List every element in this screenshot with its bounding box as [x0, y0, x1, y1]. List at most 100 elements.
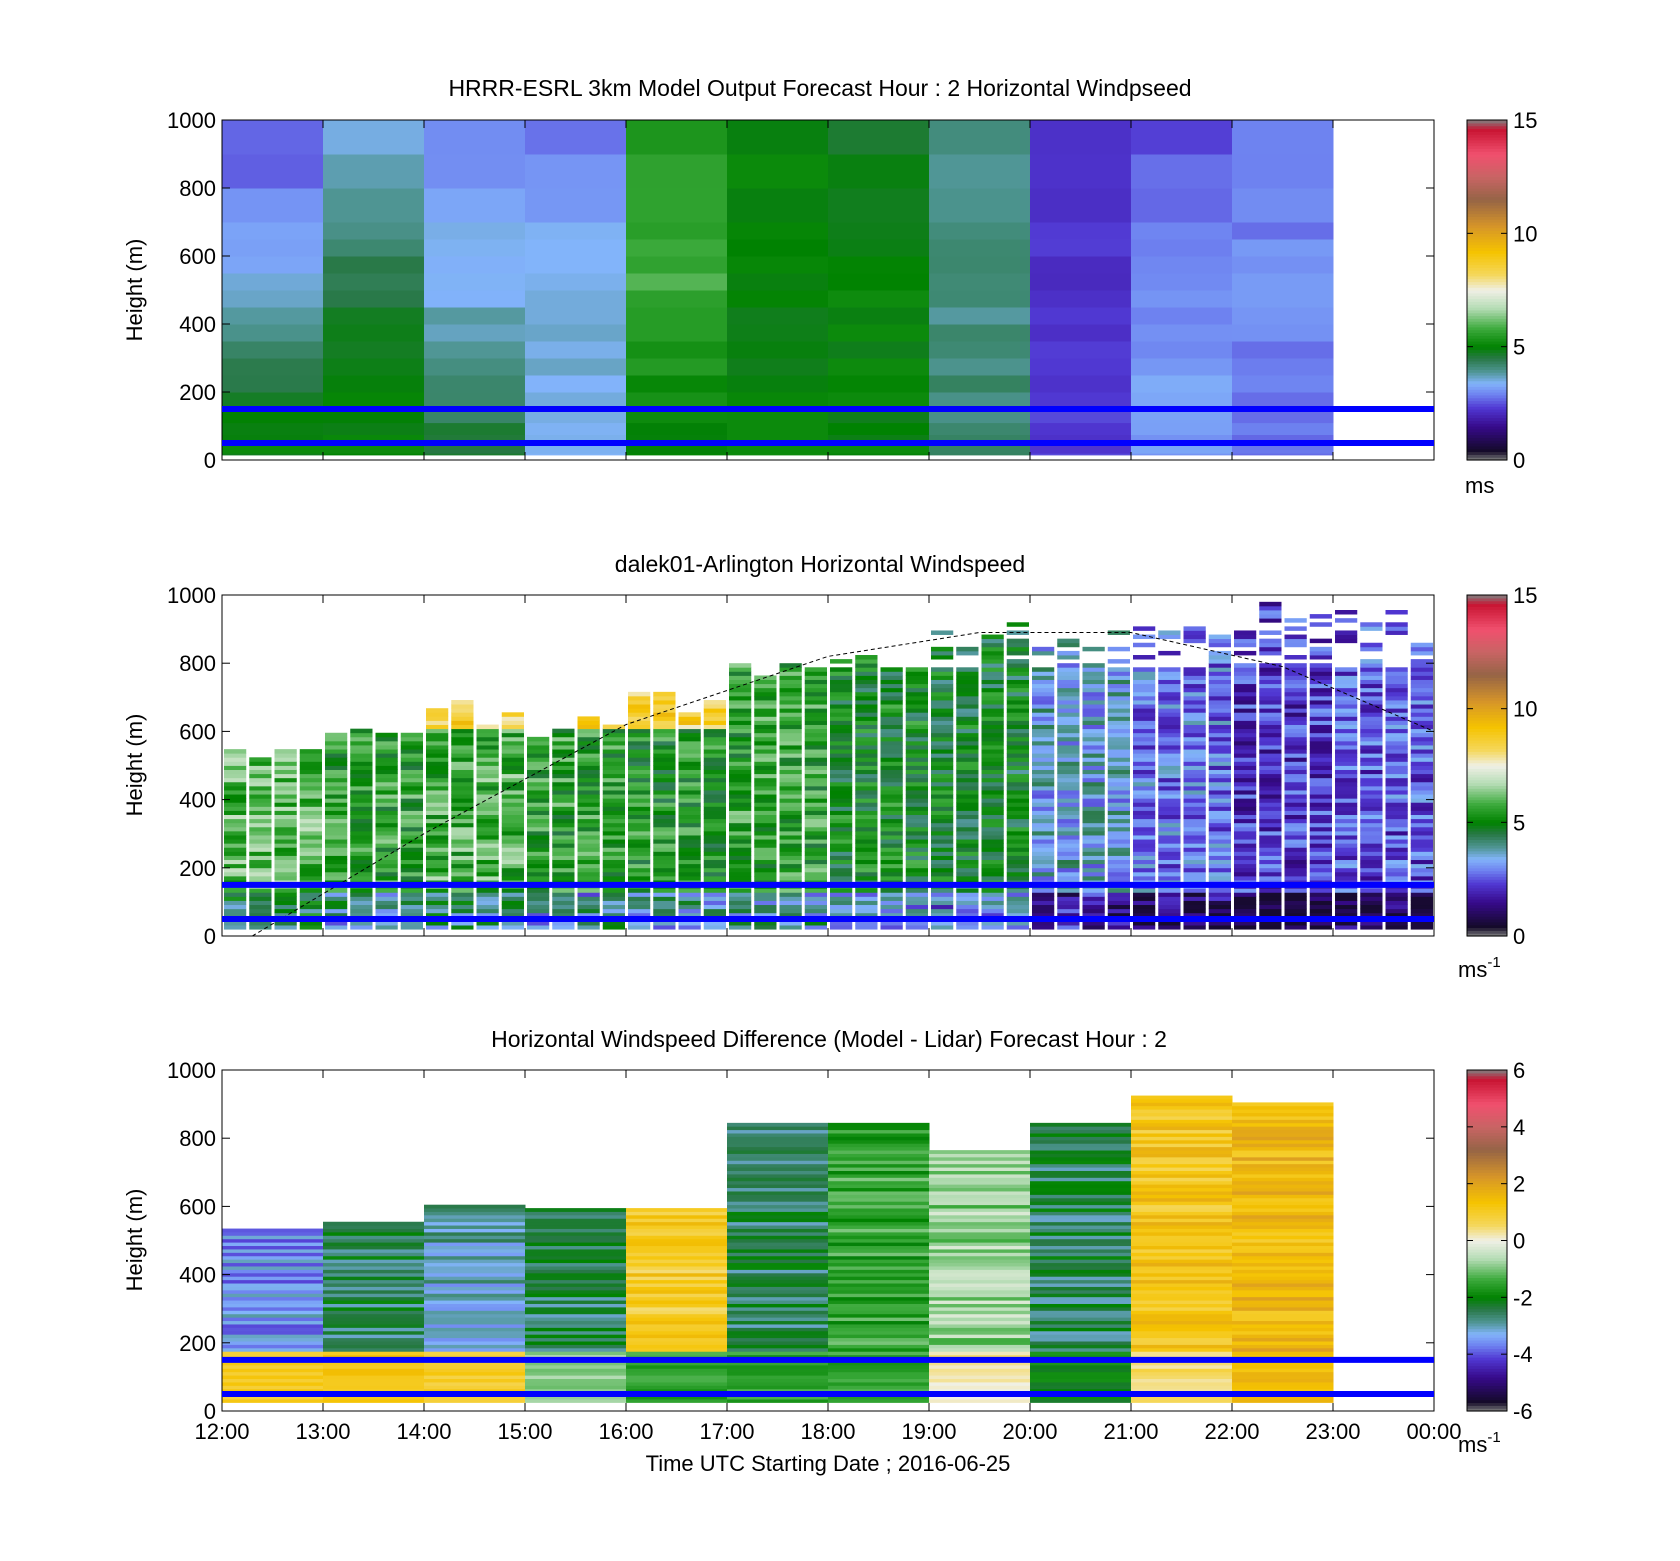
colorbar-segment — [1467, 1357, 1507, 1361]
lidar-cell — [779, 847, 802, 852]
lidar-cell — [653, 773, 676, 779]
lidar-cell — [1335, 773, 1358, 779]
difference-cell — [626, 1245, 728, 1250]
difference-cell — [222, 1320, 324, 1325]
lidar-cell — [224, 920, 247, 926]
lidar-cell — [754, 679, 777, 685]
lidar-cell — [1133, 667, 1156, 672]
lidar-cell — [1234, 896, 1257, 901]
lidar-cell — [754, 765, 777, 770]
lidar-cell — [451, 720, 474, 725]
difference-cell — [1131, 1330, 1233, 1335]
lidar-cell — [931, 785, 954, 791]
difference-cell — [1232, 1371, 1334, 1376]
lidar-cell — [1082, 859, 1105, 865]
lidar-cell — [956, 781, 979, 787]
lidar-cell — [880, 843, 903, 848]
lidar-cell — [1107, 749, 1130, 754]
colorbar-segment — [1467, 137, 1507, 141]
difference-cell — [424, 1344, 526, 1349]
difference-cell — [727, 1211, 829, 1216]
lidar-cell — [476, 925, 499, 930]
difference-cell — [727, 1218, 829, 1223]
colorbar-segment — [1467, 363, 1507, 368]
lidar-cell — [905, 826, 928, 832]
colorbar-segment — [1467, 640, 1507, 644]
lidar-cell — [400, 863, 423, 869]
model-cell — [424, 324, 526, 342]
lidar-cell — [1057, 867, 1080, 873]
lidar-cell — [855, 671, 878, 676]
difference-cell — [1232, 1337, 1334, 1342]
lidar-cell — [1284, 626, 1307, 631]
lidar-cell — [1183, 749, 1206, 754]
lidar-cell — [1360, 826, 1383, 832]
difference-cell — [828, 1184, 930, 1189]
lidar-cell — [602, 790, 625, 795]
lidar-cell — [1006, 781, 1029, 787]
lidar-cell — [931, 806, 954, 811]
lidar-cell — [1208, 634, 1231, 640]
lidar-cell — [1158, 867, 1181, 873]
model-cell — [1232, 290, 1334, 308]
lidar-cell — [1309, 785, 1332, 791]
lidar-cell — [729, 749, 752, 754]
model-cell — [1232, 307, 1334, 325]
difference-cell — [727, 1388, 829, 1393]
lidar-cell — [653, 835, 676, 840]
lidar-cell — [1259, 818, 1282, 824]
lidar-cell — [628, 818, 651, 824]
difference-cell — [727, 1330, 829, 1335]
lidar-cell — [905, 900, 928, 906]
lidar-cell — [224, 830, 247, 836]
lidar-cell — [956, 839, 979, 844]
lidar-cell — [880, 847, 903, 852]
lidar-cell — [855, 892, 878, 897]
lidar-cell — [754, 691, 777, 697]
difference-cell — [323, 1364, 425, 1369]
colorbar-segment — [1467, 275, 1507, 280]
lidar-cell — [855, 888, 878, 893]
lidar-cell — [552, 925, 575, 930]
lidar-cell — [1284, 900, 1307, 906]
lidar-cell — [855, 920, 878, 926]
lidar-cell — [981, 634, 1004, 640]
lidar-cell — [476, 847, 499, 852]
lidar-cell — [830, 716, 853, 721]
lidar-cell — [451, 716, 474, 721]
lidar-cell — [1385, 814, 1408, 820]
lidar-cell — [830, 814, 853, 820]
lidar-cell — [602, 753, 625, 758]
boundary-layer-curve — [252, 632, 1435, 937]
lidar-cell — [880, 851, 903, 856]
difference-cell — [1131, 1163, 1233, 1168]
lidar-cell — [804, 867, 827, 873]
difference-cell — [929, 1218, 1031, 1223]
lidar-cell — [552, 847, 575, 852]
difference-cell — [727, 1187, 829, 1192]
lidar-cell — [577, 740, 600, 746]
lidar-cell — [602, 830, 625, 836]
lidar-cell — [552, 839, 575, 844]
lidar-cell — [1208, 920, 1231, 926]
lidar-cell — [1259, 806, 1282, 811]
lidar-cell — [552, 859, 575, 865]
lidar-cell — [628, 712, 651, 717]
lidar-cell — [375, 753, 398, 758]
lidar-cell — [1259, 814, 1282, 820]
colorbar-segment — [1467, 796, 1507, 801]
model-cell — [727, 358, 829, 376]
lidar-cell — [400, 749, 423, 754]
lidar-cell — [299, 806, 322, 811]
lidar-cell — [552, 908, 575, 914]
lidar-cell — [981, 757, 1004, 762]
difference-cell — [323, 1225, 425, 1229]
lidar-cell — [426, 798, 449, 803]
difference-cell — [828, 1324, 930, 1328]
lidar-cell — [1259, 683, 1282, 689]
lidar-cell — [1107, 814, 1130, 820]
colorbar-segment — [1467, 1209, 1507, 1213]
lidar-cell — [1410, 806, 1433, 811]
lidar-cell — [754, 875, 777, 881]
model-cell — [424, 422, 526, 435]
